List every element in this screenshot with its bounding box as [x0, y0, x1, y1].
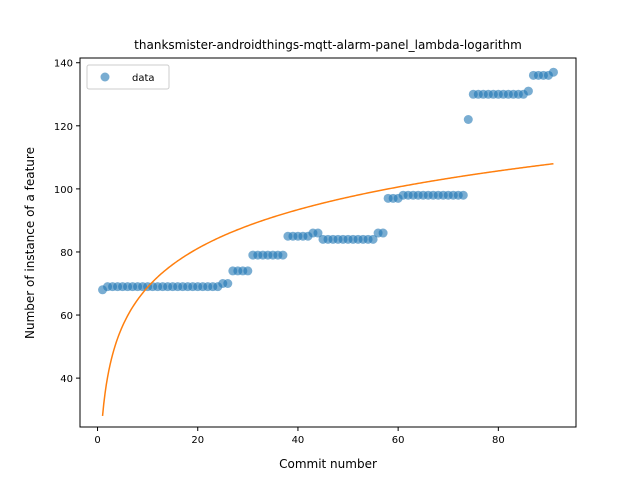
- data-point: [458, 190, 468, 200]
- y-tick-label: 100: [54, 185, 73, 196]
- x-tick-label: 40: [292, 435, 305, 446]
- legend-label-data: data: [132, 73, 155, 84]
- legend: data: [86, 64, 170, 90]
- data-point: [243, 266, 253, 276]
- x-tick-label: 0: [94, 435, 100, 446]
- x-tick-label: 60: [392, 435, 405, 446]
- x-tick-label: 80: [492, 435, 505, 446]
- y-axis-label: Number of instance of a feature: [23, 147, 37, 339]
- data-point: [368, 234, 378, 244]
- y-tick-label: 140: [54, 59, 73, 70]
- y-tick-label: 120: [54, 122, 73, 133]
- axes-frame: [79, 57, 577, 428]
- legend-frame: [86, 64, 170, 90]
- data-point: [278, 250, 288, 260]
- data-point: [463, 115, 473, 124]
- data-point: [223, 279, 233, 288]
- y-tick-label: 60: [60, 311, 73, 322]
- fit-line: [101, 162, 554, 417]
- y-tick-label: 80: [60, 248, 73, 259]
- data-point: [313, 228, 323, 238]
- x-axis-label: Commit number: [279, 457, 377, 471]
- plot-area: 0 20 40 60 80 40 60 80 100 120 140: [54, 57, 577, 446]
- x-tick-label: 20: [191, 435, 204, 446]
- data-point: [548, 67, 558, 77]
- legend-marker-data: [100, 72, 110, 82]
- y-tick-label: 40: [60, 374, 73, 385]
- data-point: [378, 228, 388, 238]
- data-point: [523, 86, 533, 96]
- chart-title: thanksmister-androidthings-mqtt-alarm-pa…: [134, 38, 522, 52]
